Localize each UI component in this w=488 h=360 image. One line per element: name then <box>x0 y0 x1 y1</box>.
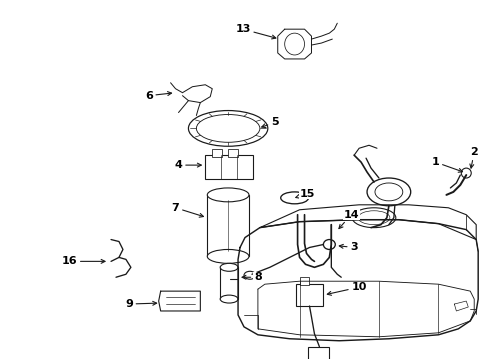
Ellipse shape <box>244 271 255 279</box>
Bar <box>207 195 248 256</box>
Text: 3: 3 <box>339 243 357 252</box>
Bar <box>212 149 222 157</box>
Ellipse shape <box>207 249 248 264</box>
Text: 4: 4 <box>174 160 201 170</box>
Text: 6: 6 <box>144 91 171 101</box>
Ellipse shape <box>224 275 232 283</box>
Text: 10: 10 <box>326 282 366 295</box>
Ellipse shape <box>220 264 238 271</box>
Ellipse shape <box>280 192 308 204</box>
Text: 16: 16 <box>61 256 105 266</box>
Ellipse shape <box>366 178 410 206</box>
Text: 15: 15 <box>295 189 315 199</box>
Ellipse shape <box>351 208 395 228</box>
Text: 14: 14 <box>338 210 358 229</box>
Text: 5: 5 <box>261 117 278 127</box>
Bar <box>295 284 323 306</box>
Ellipse shape <box>188 111 267 146</box>
Text: 13: 13 <box>235 24 275 39</box>
Ellipse shape <box>357 211 389 225</box>
Bar <box>299 277 309 285</box>
Ellipse shape <box>284 33 304 55</box>
Bar <box>228 149 238 157</box>
Ellipse shape <box>460 168 470 178</box>
Bar <box>307 347 328 360</box>
Bar <box>205 155 252 179</box>
Text: 11: 11 <box>0 359 1 360</box>
Text: 2: 2 <box>469 147 477 168</box>
Bar <box>220 267 238 299</box>
Text: 8: 8 <box>242 272 261 282</box>
Text: 1: 1 <box>431 157 462 172</box>
Ellipse shape <box>196 114 259 142</box>
Ellipse shape <box>207 188 248 202</box>
Text: 12: 12 <box>0 359 1 360</box>
Ellipse shape <box>374 183 402 201</box>
Text: 9: 9 <box>125 299 156 309</box>
Ellipse shape <box>323 239 335 249</box>
Ellipse shape <box>220 295 238 303</box>
Text: 7: 7 <box>171 203 203 217</box>
